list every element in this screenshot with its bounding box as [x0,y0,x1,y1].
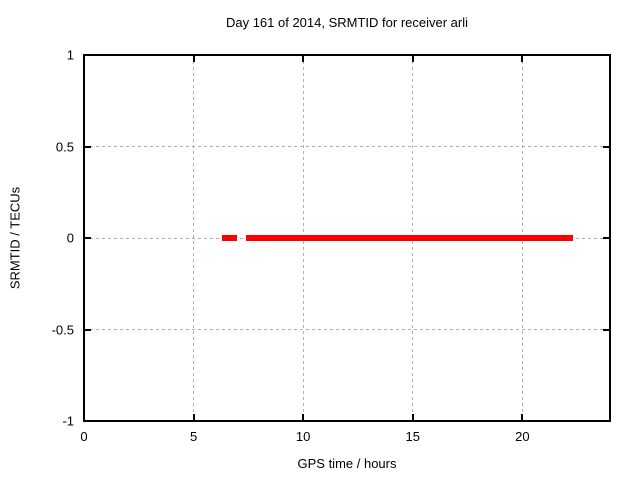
data-segment [222,235,238,241]
y-tick-mark [84,145,91,148]
data-segment [246,235,573,241]
x-tick-mark [192,414,195,421]
x-tick-label: 10 [295,429,311,444]
x-tick-mark [83,414,85,421]
y-tick-mark [603,54,610,56]
x-tick-label: 5 [189,429,198,444]
y-tick-mark [603,237,610,239]
x-tick-label: 20 [515,429,530,444]
x-tick-mark [411,55,414,62]
y-tick-label: 1 [66,47,74,63]
y-tick-mark [84,420,91,422]
y-tick-label: 0 [66,230,74,246]
y-gridline [84,146,610,147]
x-tick-mark [83,55,85,62]
y-tick-mark [84,54,91,56]
y-tick-mark [84,328,91,331]
y-tick-label: -1 [62,413,74,429]
y-tick-mark [84,237,91,239]
x-tick-label: 15 [405,429,420,444]
x-tick-label: 0 [80,429,88,444]
y-tick-mark [603,328,610,331]
x-tick-mark [521,414,524,421]
x-tick-mark [302,414,305,421]
plot-border [83,54,611,422]
x-axis-label: GPS time / hours [297,456,397,471]
x-tick-mark [302,55,305,62]
x-tick-mark [192,55,195,62]
y-tick-label: 0.5 [55,139,74,154]
y-tick-label: -0.5 [51,322,74,337]
x-tick-mark [411,414,414,421]
y-gridline [84,329,610,330]
x-tick-mark [521,55,524,62]
chart-title: Day 161 of 2014, SRMTID for receiver arl… [225,15,469,30]
y-tick-mark [603,145,610,148]
y-tick-mark [603,420,610,422]
